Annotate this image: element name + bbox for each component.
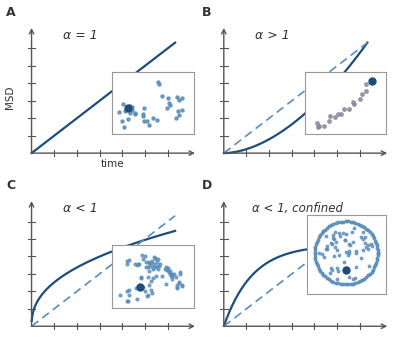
Text: α < 1: α < 1 xyxy=(63,202,98,215)
Text: α < 1, confined: α < 1, confined xyxy=(252,202,343,215)
Text: A: A xyxy=(6,6,16,19)
Text: B: B xyxy=(202,6,212,19)
Text: C: C xyxy=(6,179,16,192)
Text: α > 1: α > 1 xyxy=(255,29,290,42)
X-axis label: time: time xyxy=(100,159,124,169)
Text: D: D xyxy=(202,179,212,192)
Text: α = 1: α = 1 xyxy=(63,29,98,42)
Y-axis label: MSD: MSD xyxy=(5,86,15,109)
